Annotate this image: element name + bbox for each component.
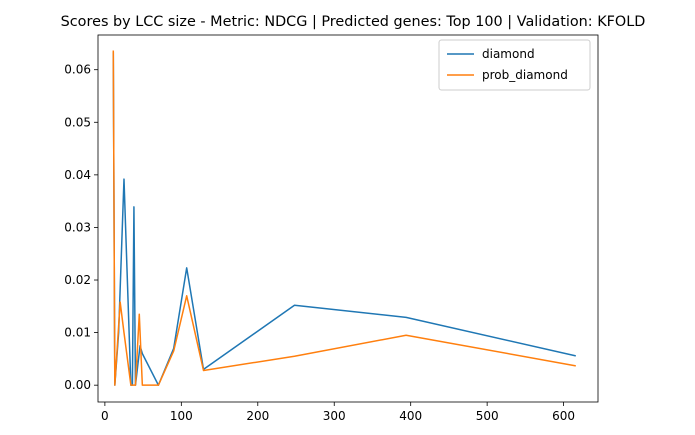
x-tick-label: 0: [101, 409, 109, 423]
y-tick-label: 0.01: [64, 326, 91, 340]
legend-label: diamond: [482, 47, 535, 61]
y-tick-label: 0.00: [64, 378, 91, 392]
y-tick-label: 0.06: [64, 63, 91, 77]
y-tick-label: 0.05: [64, 115, 91, 129]
x-tick-label: 300: [323, 409, 346, 423]
plot-area: 0 100 200 300 400 500 600 0.00 0.01 0.02 0.03 0.04 0…: [64, 34, 599, 423]
axes-frame: [97, 34, 599, 403]
legend: diamond prob_diamond: [438, 39, 591, 91]
x-tick-label: 500: [476, 409, 499, 423]
y-tick-label: 0.03: [64, 220, 91, 234]
x-tick-label: 100: [170, 409, 193, 423]
legend-box: [438, 39, 591, 91]
x-tick-label: 400: [399, 409, 422, 423]
chart-title: Scores by LCC size - Metric: NDCG | Pred…: [61, 14, 646, 30]
x-tick-label: 200: [246, 409, 269, 423]
series-line-prob-diamond: [112, 50, 576, 386]
y-tick-label: 0.02: [64, 273, 91, 287]
y-tick-label: 0.04: [64, 168, 91, 182]
legend-label: prob_diamond: [482, 68, 568, 82]
x-tick-label: 600: [552, 409, 575, 423]
